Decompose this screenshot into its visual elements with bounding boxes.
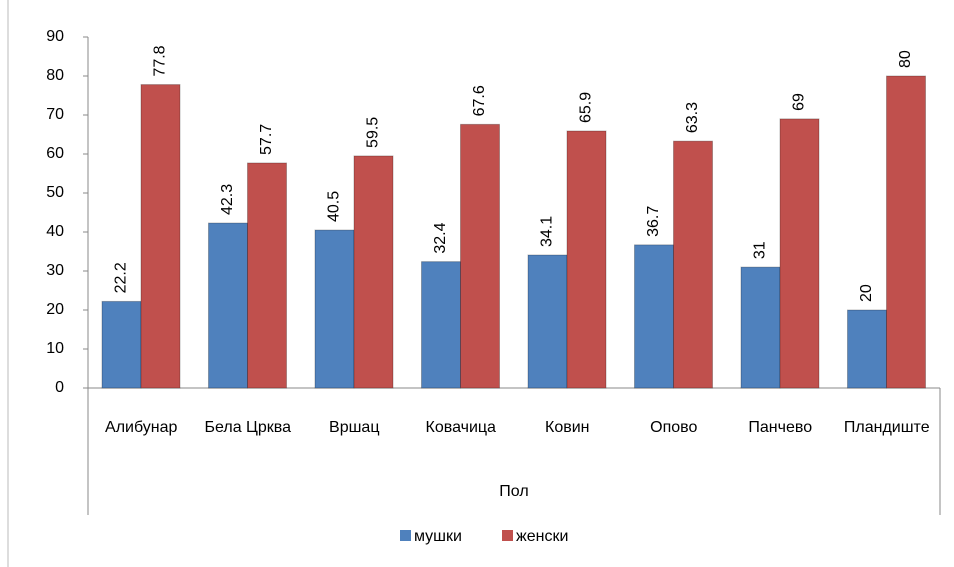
bar [566,130,607,389]
x-tick-label: Ковин [545,419,590,436]
data-label: 57.7 [258,124,275,155]
bar [460,123,500,389]
data-label: 20 [858,284,875,302]
y-tick-label: 50 [46,184,64,201]
data-label: 34.1 [539,216,556,247]
data-label: 59.5 [365,117,382,148]
bar [886,75,926,389]
x-tick-label: Ковачица [426,419,497,436]
bar [673,140,713,389]
data-label: 40.5 [326,191,343,222]
data-label: 63.3 [684,102,701,133]
y-tick-label: 70 [46,106,64,123]
bar [140,84,181,389]
bar [247,162,287,389]
bar [314,229,355,389]
data-label: 22.2 [113,262,130,293]
data-label: 32.4 [432,222,449,253]
y-tick-label: 60 [46,145,64,162]
x-axis-title: Пол [499,483,528,500]
y-tick-label: 90 [46,28,64,45]
x-tick-label: Панчево [748,419,812,436]
bar [421,261,461,389]
y-tick-label: 0 [55,379,64,396]
data-label: 31 [752,241,769,259]
legend-label: мушки [414,528,462,545]
x-tick-label: Вршац [329,419,379,436]
x-tick-label: Пландиште [844,419,930,436]
y-tick-label: 10 [46,340,64,357]
data-label: 67.6 [471,85,488,116]
bar [634,244,674,389]
legend-swatch [400,530,411,541]
bar [353,155,394,389]
data-label: 36.7 [645,206,662,237]
x-tick-label: Бела Црква [205,419,292,436]
data-label: 77.8 [152,45,169,76]
y-tick-label: 80 [46,67,64,84]
y-tick-label: 20 [46,301,64,318]
data-label: 42.3 [219,184,236,215]
bar [101,300,142,389]
x-tick-label: Алибунар [105,419,177,436]
data-label: 69 [791,93,808,111]
bar [779,118,820,389]
bar [527,254,568,389]
bar [847,309,887,389]
y-tick-label: 40 [46,223,64,240]
data-label: 80 [897,50,914,68]
legend-label: женски [516,528,568,545]
bar [208,222,248,389]
x-tick-label: Опово [650,419,697,436]
legend-swatch [502,530,513,541]
bar [740,266,781,389]
y-tick-label: 30 [46,262,64,279]
data-label: 65.9 [578,92,595,123]
